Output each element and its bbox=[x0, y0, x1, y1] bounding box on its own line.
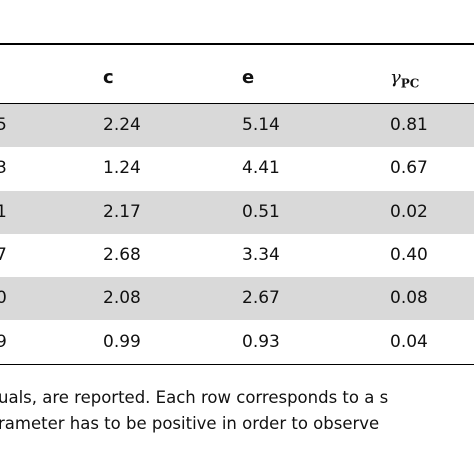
table-cell: 2.08 bbox=[103, 288, 141, 309]
header-gamma: γPC bbox=[390, 60, 419, 96]
table-cell: 3 bbox=[0, 158, 7, 179]
table-cell: 0.51 bbox=[242, 201, 280, 222]
table-cell: 0.08 bbox=[390, 288, 428, 309]
table-cell: 0.67 bbox=[390, 158, 428, 179]
table-row: 5 2.24 5.14 0.81 bbox=[0, 104, 474, 147]
table-cell: 2.24 bbox=[103, 115, 141, 135]
header-e: e bbox=[242, 67, 255, 88]
gamma-subscript: PC bbox=[400, 76, 420, 91]
table-cell: 0.04 bbox=[390, 331, 428, 352]
footnote-line: rameter has to be positive in order to o… bbox=[0, 414, 380, 433]
table-cell: 2.17 bbox=[103, 201, 141, 222]
table-cell: 0.02 bbox=[390, 201, 428, 222]
table-cell: 0.81 bbox=[390, 115, 428, 135]
top-rule bbox=[0, 43, 474, 45]
table-row: 0 2.08 2.67 0.08 bbox=[0, 277, 474, 321]
header-rule bbox=[0, 103, 474, 104]
bottom-rule bbox=[0, 364, 474, 365]
table-row: 9 0.99 0.93 0.04 bbox=[0, 321, 474, 364]
table-cell: 5.14 bbox=[242, 115, 280, 135]
table-cell: 9 bbox=[0, 331, 7, 352]
table-cell: 0.93 bbox=[242, 331, 280, 352]
table-cell: 0 bbox=[0, 288, 7, 309]
table-cell: 2.68 bbox=[103, 244, 141, 265]
table-cell: 5 bbox=[0, 115, 7, 135]
table-cell: 0.40 bbox=[390, 244, 428, 265]
table-cell: 0.99 bbox=[103, 331, 141, 352]
table-row: 3 1.24 4.41 0.67 bbox=[0, 147, 474, 190]
footnote-line: uals, are reported. Each row corresponds… bbox=[0, 388, 389, 407]
table-cell: 1.24 bbox=[103, 158, 141, 179]
table-row: 1 2.17 0.51 0.02 bbox=[0, 190, 474, 234]
table-row: 7 2.68 3.34 0.40 bbox=[0, 234, 474, 277]
table-cell: 7 bbox=[0, 244, 7, 265]
table-cell: 4.41 bbox=[242, 158, 280, 179]
table-cell: 3.34 bbox=[242, 244, 280, 265]
header-c: c bbox=[103, 67, 114, 88]
table-cell: 2.67 bbox=[242, 288, 280, 309]
gamma-symbol: γ bbox=[390, 67, 401, 88]
table-cell: 1 bbox=[0, 201, 7, 222]
